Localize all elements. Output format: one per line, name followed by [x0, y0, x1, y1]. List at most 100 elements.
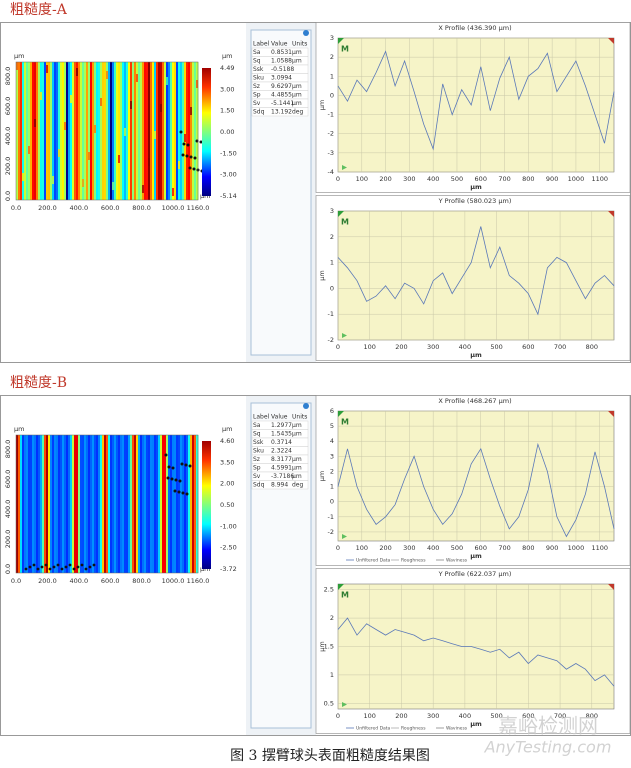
map-y-tick: 200.0	[4, 157, 12, 176]
x-tick-label: 900	[546, 544, 558, 552]
colorbar-label: -3.72	[220, 565, 237, 573]
map-stripe	[36, 62, 39, 200]
y-tick-label: 1	[330, 72, 334, 80]
map-stripe	[176, 62, 179, 200]
map-speckle	[82, 179, 84, 187]
y-tick-label: -1	[328, 310, 334, 318]
colorbar-label: 3.00	[220, 85, 234, 93]
table-cell: deg	[292, 482, 304, 489]
map-stripe	[58, 435, 61, 573]
colorbar-label: -2.50	[220, 544, 237, 552]
map-stripe	[74, 62, 77, 200]
map-stripe	[50, 62, 53, 200]
map-stripe	[76, 62, 79, 200]
map-stripe	[42, 435, 45, 573]
map-stripe	[104, 435, 107, 573]
plot-area	[337, 210, 615, 341]
y-tick-label: 2	[330, 614, 334, 622]
table-cell: 4.5991	[271, 465, 292, 472]
map-stripe	[38, 435, 41, 573]
x-tick-label: 500	[490, 712, 502, 720]
table-cell: µm	[292, 100, 302, 107]
y-tick-label: 2.5	[324, 586, 334, 594]
colorbar	[202, 68, 211, 196]
x-tick-label: 500	[451, 544, 463, 552]
map-stripe	[48, 435, 51, 573]
map-speckle	[70, 95, 72, 103]
map-speckle	[94, 125, 96, 133]
map-stripe	[128, 435, 131, 573]
y-tick-label: 1	[330, 259, 334, 267]
map-stripe	[26, 435, 29, 573]
map-speckle	[100, 98, 102, 106]
x-axis-label: µm	[470, 720, 482, 728]
map-stripe	[152, 62, 155, 200]
map-speckle	[46, 65, 48, 73]
map-defect	[192, 167, 196, 171]
table-cell: 0.8531	[271, 49, 292, 56]
table-cell: Sv	[253, 473, 261, 480]
map-stripe	[116, 435, 119, 573]
map-x-tick: 0.0	[11, 204, 21, 212]
map-stripe	[34, 435, 37, 573]
y-tick-label: 3	[330, 452, 334, 460]
map-defect	[64, 565, 68, 569]
map-speckle	[118, 155, 120, 163]
map-defect	[185, 154, 189, 158]
table-row	[251, 107, 309, 117]
map-defect	[56, 563, 60, 567]
table-cell: Sku	[253, 75, 264, 82]
map-stripe	[98, 435, 101, 573]
map-stripe	[172, 435, 175, 573]
map-stripe	[166, 435, 169, 573]
map-stripe	[130, 435, 133, 573]
map-defect	[171, 466, 175, 470]
map-stripe	[64, 435, 67, 573]
colorbar-label: -1.00	[220, 522, 237, 530]
watermark: 嘉峪检测网	[498, 714, 598, 738]
map-x-tick: 1000.0	[162, 204, 185, 212]
map-stripe	[72, 435, 75, 573]
colorbar-label: -1.50	[220, 149, 237, 157]
profile-title: X Profile (468.267 µm)	[438, 397, 511, 405]
map-defect	[173, 489, 177, 493]
map-stripe	[168, 435, 171, 573]
map-stripe	[84, 435, 87, 573]
map-stripe	[174, 435, 177, 573]
table-cell: µm	[292, 473, 302, 480]
map-stripe	[170, 435, 173, 573]
y-tick-label: -4	[328, 168, 334, 176]
map-stripe	[64, 62, 67, 200]
x-tick-label: 0	[336, 175, 340, 183]
map-defect	[92, 563, 96, 567]
map-stripe	[18, 435, 21, 573]
table-cell: Sq	[253, 431, 261, 438]
x-tick-label: 800	[522, 544, 534, 552]
map-y-tick: 600.0	[4, 97, 12, 116]
map-stripe	[126, 62, 129, 200]
map-x-tick: 200.0	[38, 204, 57, 212]
map-stripe	[194, 62, 197, 200]
table-header: Value	[271, 414, 288, 421]
map-stripe	[80, 62, 83, 200]
map-stripe	[106, 435, 109, 573]
x-tick-label: 200	[395, 343, 407, 351]
map-y-tick: 800.0	[4, 440, 12, 459]
map-stripe	[166, 62, 169, 200]
map-defect	[179, 130, 183, 134]
map-stripe	[118, 62, 121, 200]
map-stripe	[88, 62, 91, 200]
map-stripe	[70, 435, 73, 573]
map-speckle	[40, 92, 42, 100]
map-unit: µm	[14, 52, 24, 60]
map-defect	[180, 462, 184, 466]
y-tick-label: 3	[330, 34, 334, 42]
map-stripe	[20, 435, 23, 573]
map-stripe	[150, 62, 153, 200]
colorbar-label: 1.50	[220, 107, 234, 115]
map-stripe	[94, 435, 97, 573]
map-border	[15, 434, 199, 574]
map-stripe	[138, 62, 141, 200]
map-stripe	[114, 435, 117, 573]
y-tick-label: 1	[330, 671, 334, 679]
